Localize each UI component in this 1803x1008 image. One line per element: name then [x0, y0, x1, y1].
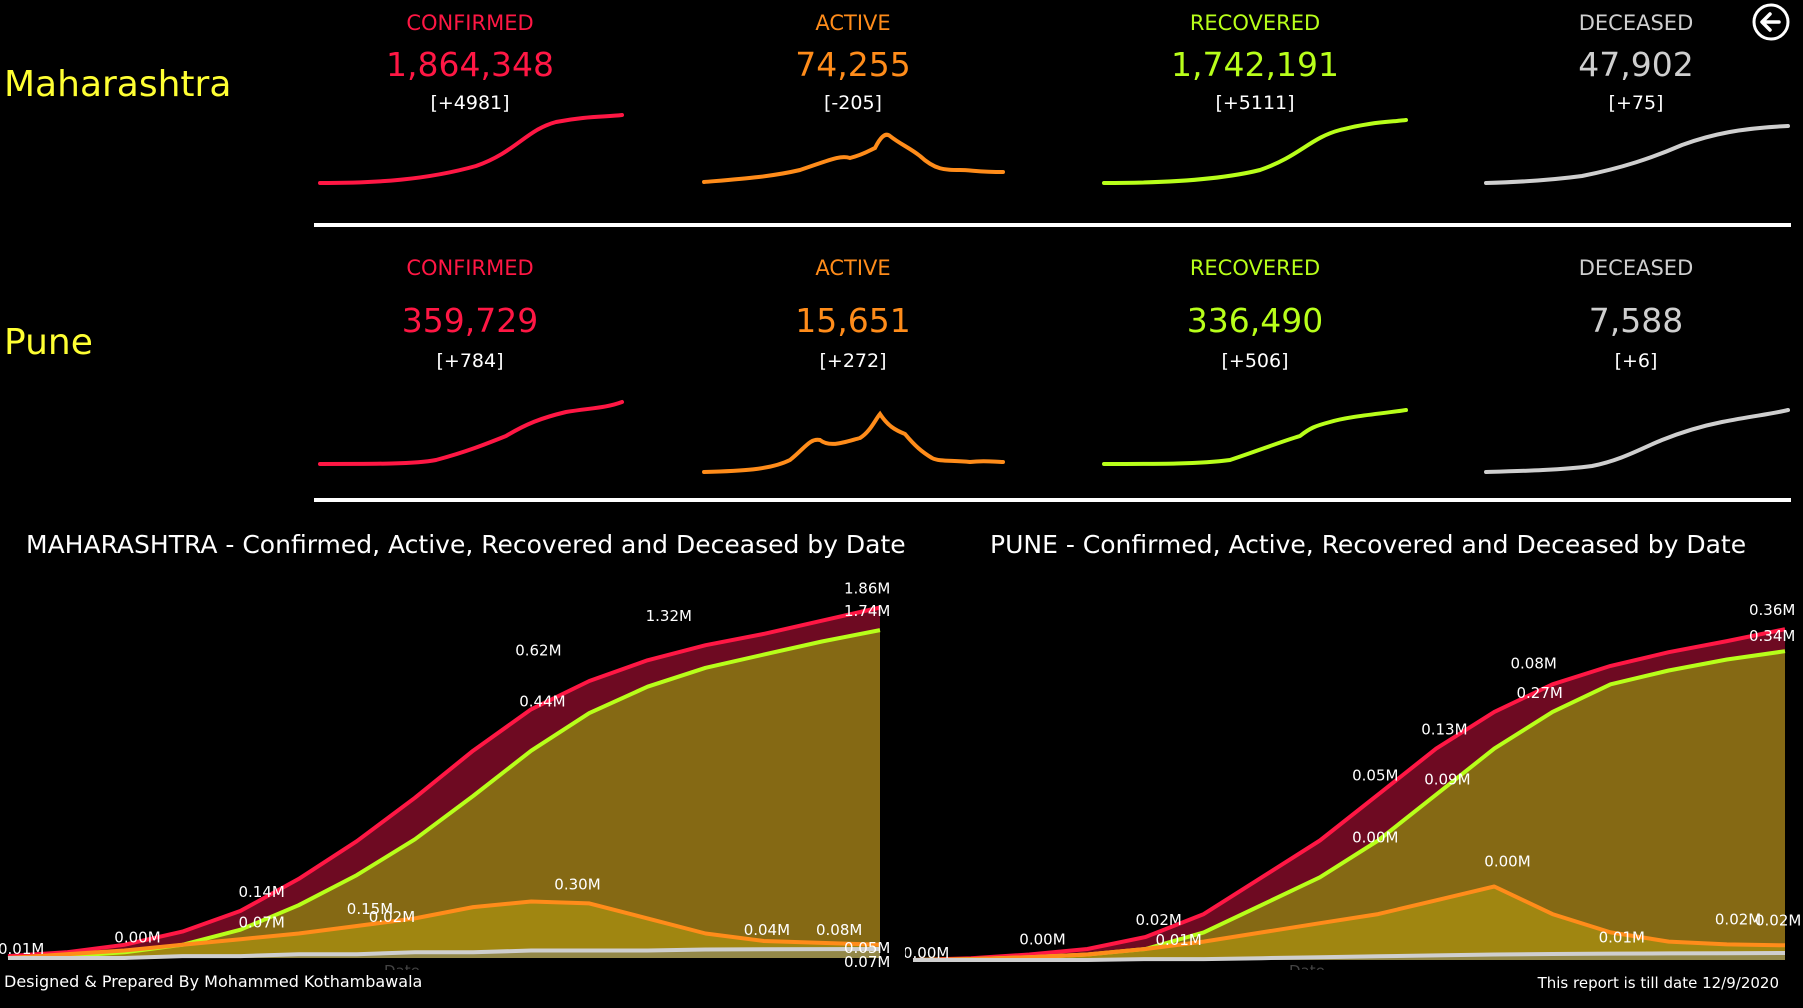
active-area	[8, 901, 880, 958]
active-line	[7, 899, 881, 960]
data-label: 0.01M	[0, 940, 44, 958]
back-arrow-icon	[1752, 3, 1790, 41]
mh-active-label: ACTIVE	[815, 11, 891, 35]
data-label: 0.08M	[1511, 654, 1557, 672]
mh-confirmed-sparkline	[318, 113, 624, 185]
pune-recovered-value: 336,490	[1186, 301, 1324, 340]
pune-confirmed-value: 359,729	[401, 301, 539, 340]
mh-recovered-sparkline	[1102, 118, 1408, 185]
mh-confirmed-delta: [+4981]	[430, 92, 510, 114]
mh-confirmed-value: 1,864,348	[386, 45, 554, 84]
data-label: 0.00M	[1484, 853, 1530, 871]
pune-recovered-label: RECOVERED	[1189, 256, 1321, 280]
data-label: 0.44M	[519, 693, 565, 711]
data-label: 1.32M	[646, 607, 692, 625]
pune-confirmed-sparkline	[318, 400, 624, 466]
mh-recovered-value: 1,742,191	[1171, 45, 1339, 84]
data-label: 0.27M	[1517, 684, 1563, 702]
confirmed-line	[7, 605, 881, 959]
divider-bottom	[314, 498, 1791, 502]
data-label: 0.05M	[1352, 767, 1398, 785]
data-label: 0.07M	[239, 914, 285, 932]
footer-credit: Designed & Prepared By Mohammed Kothamba…	[4, 972, 423, 991]
data-label: 0.00M	[1352, 829, 1398, 847]
data-label: 0.02M	[1755, 911, 1801, 929]
back-button[interactable]	[1751, 2, 1791, 42]
mh-active-sparkline	[702, 132, 1005, 184]
pune-active-delta: [+272]	[819, 350, 887, 372]
mh-deceased-value: 47,902	[1578, 45, 1694, 84]
data-label: 0.00M	[905, 944, 949, 962]
data-label: 0.30M	[554, 875, 600, 893]
active-line	[912, 884, 1786, 962]
pune-deceased-delta: [+6]	[1614, 350, 1658, 372]
x-axis-label: Date	[1289, 962, 1325, 970]
data-label: 0.14M	[239, 883, 285, 901]
mh-active-value: 74,255	[795, 45, 911, 84]
pune-active-value: 15,651	[795, 301, 911, 340]
data-label: 0.15M	[347, 900, 393, 918]
x-axis-label: Date	[384, 962, 420, 970]
data-label: 0.34M	[1749, 627, 1795, 645]
active-area	[913, 886, 1785, 960]
recovered-area	[8, 630, 880, 958]
data-label: 0.00M	[114, 929, 160, 947]
mh-recovered-label: RECOVERED	[1189, 11, 1321, 35]
mh-deceased-label: DECEASED	[1578, 11, 1694, 35]
mh-active-delta: [-205]	[824, 92, 882, 114]
data-label: 0.02M	[1136, 911, 1182, 929]
divider-top	[314, 223, 1791, 227]
region-name-pune: Pune	[4, 322, 93, 363]
mh-recovered-delta: [+5111]	[1215, 92, 1295, 114]
data-label: 0.02M	[1715, 910, 1761, 928]
mh-confirmed-label: CONFIRMED	[406, 11, 534, 35]
data-label: 0.07M	[844, 953, 890, 970]
data-label: 0.02M	[369, 908, 415, 926]
region-name-maharashtra: Maharashtra	[4, 64, 232, 105]
chart-title-maharashtra: MAHARASHTRA - Confirmed, Active, Recover…	[26, 530, 906, 559]
mh-deceased-delta: [+75]	[1608, 92, 1664, 114]
pune-confirmed-delta: [+784]	[436, 350, 504, 372]
data-label: 0.00M	[1019, 931, 1065, 949]
data-label: 0.62M	[515, 641, 561, 659]
deceased-line	[8, 947, 881, 960]
pune-active-label: ACTIVE	[815, 256, 891, 280]
data-label: 0.04M	[744, 921, 790, 939]
footer-date: This report is till date 12/9/2020	[1537, 974, 1779, 992]
pune-deceased-sparkline	[1484, 408, 1790, 474]
data-label: 0.09M	[1424, 771, 1470, 789]
data-label: 0.13M	[1421, 721, 1467, 739]
data-label: 1.86M	[844, 580, 890, 598]
data-label: 1.74M	[844, 602, 890, 620]
pune-recovered-sparkline	[1102, 408, 1408, 466]
pune-deceased-value: 7,588	[1588, 301, 1684, 340]
data-label: 0.01M	[1599, 928, 1645, 946]
data-label: 0.05M	[844, 939, 890, 957]
pune-confirmed-label: CONFIRMED	[406, 256, 534, 280]
chart-title-pune: PUNE - Confirmed, Active, Recovered and …	[990, 530, 1747, 559]
mh-deceased-sparkline	[1484, 124, 1790, 185]
data-label: 0.01M	[1156, 931, 1202, 949]
pune-recovered-delta: [+506]	[1221, 350, 1289, 372]
deceased-line	[913, 951, 1786, 962]
pune-active-sparkline	[702, 410, 1005, 474]
pune-deceased-label: DECEASED	[1578, 256, 1694, 280]
data-label: 0.08M	[816, 921, 862, 939]
confirmed-line	[912, 627, 1786, 962]
chart-pune: 0.00M 0.00M 0.02M 0.01M 0.05M 0.00M 0.13M 0.09M…	[905, 601, 1801, 970]
recovered-area	[913, 651, 1785, 960]
data-label: 0.36M	[1749, 601, 1795, 619]
